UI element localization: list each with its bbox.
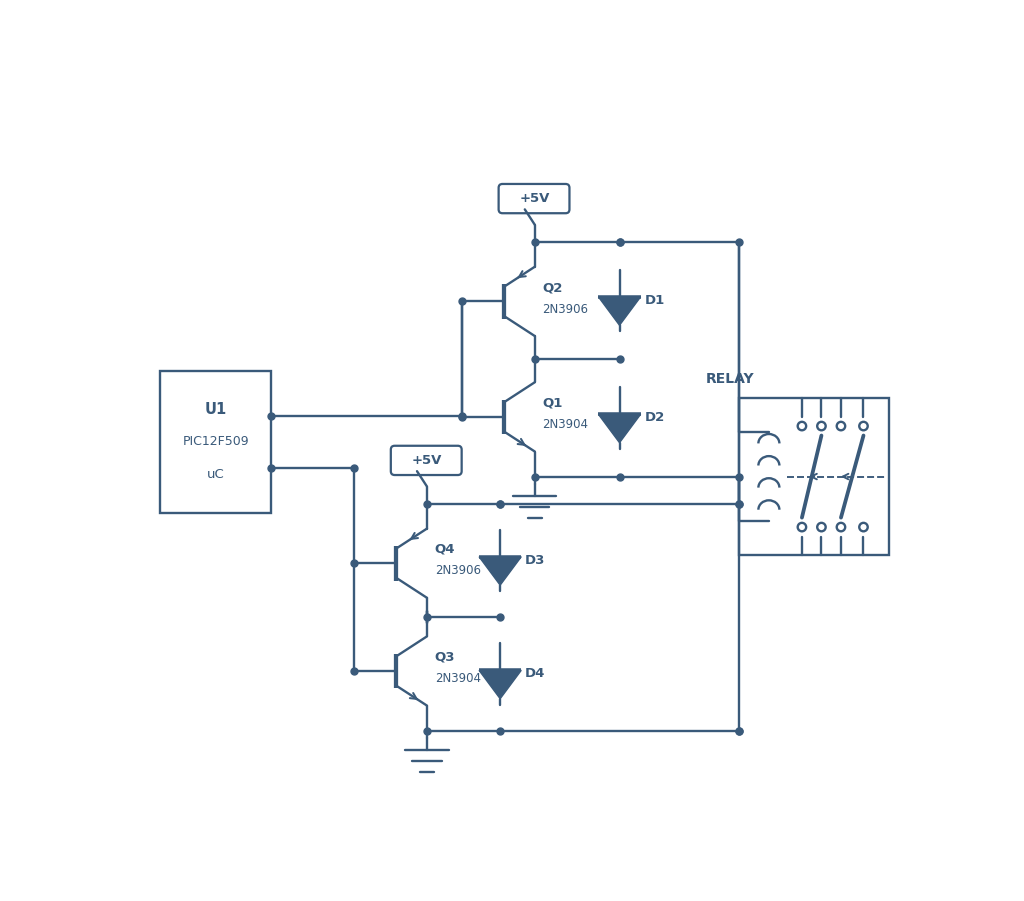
Polygon shape: [479, 670, 521, 699]
Text: U1: U1: [205, 402, 226, 416]
Text: PIC12F509: PIC12F509: [182, 435, 249, 449]
Text: Q1: Q1: [543, 396, 563, 410]
Polygon shape: [598, 297, 641, 325]
Polygon shape: [479, 557, 521, 585]
Text: D4: D4: [525, 668, 546, 680]
Text: 2N3904: 2N3904: [543, 418, 589, 431]
Text: D1: D1: [644, 294, 665, 307]
Text: Q3: Q3: [435, 651, 456, 664]
Text: 2N3904: 2N3904: [435, 672, 480, 685]
Bar: [160, 370, 271, 514]
Text: D2: D2: [644, 412, 665, 424]
Text: Q4: Q4: [435, 542, 456, 556]
Bar: [739, 397, 889, 556]
Text: Q2: Q2: [543, 281, 563, 294]
FancyBboxPatch shape: [499, 184, 569, 214]
FancyBboxPatch shape: [391, 446, 462, 475]
Text: +5V: +5V: [519, 192, 550, 205]
Text: 2N3906: 2N3906: [435, 564, 480, 578]
Text: 2N3906: 2N3906: [543, 303, 589, 315]
Text: D3: D3: [525, 554, 546, 567]
Text: +5V: +5V: [412, 454, 442, 467]
Polygon shape: [598, 414, 641, 442]
Text: uC: uC: [207, 469, 224, 481]
Text: RELAY: RELAY: [706, 372, 754, 387]
